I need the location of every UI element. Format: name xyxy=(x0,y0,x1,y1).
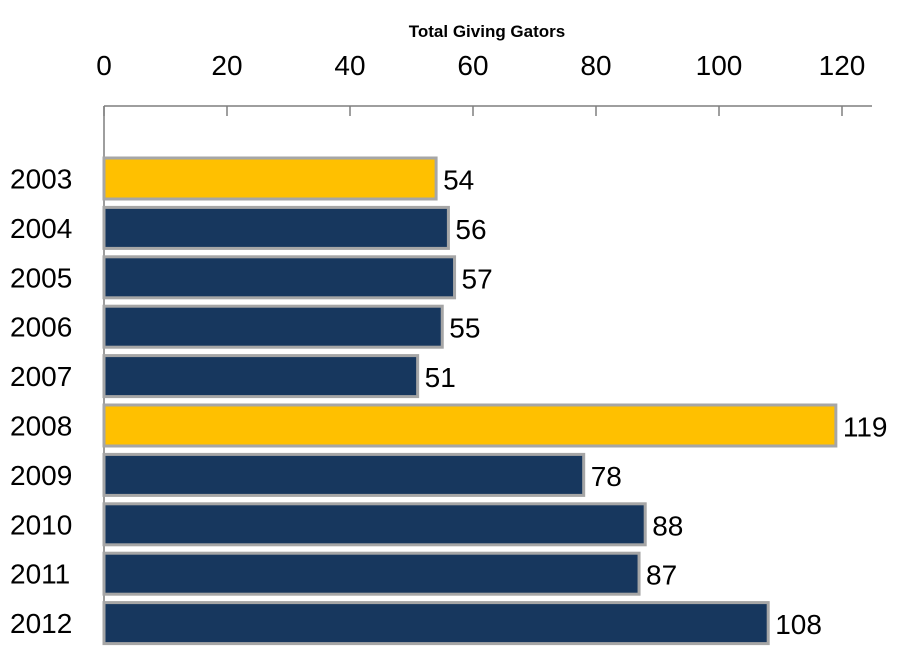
value-label-2010: 88 xyxy=(652,510,683,541)
value-label-2007: 51 xyxy=(425,362,456,393)
x-axis-tick-marks xyxy=(103,106,843,116)
bar-2005 xyxy=(102,255,457,300)
value-label-2003: 54 xyxy=(443,165,474,196)
bar-2009 xyxy=(102,452,586,497)
x-tick-label-100: 100 xyxy=(696,50,743,81)
x-tick-label-40: 40 xyxy=(334,50,365,81)
bar-2006 xyxy=(102,304,444,349)
category-label-2012: 2012 xyxy=(10,608,72,639)
category-label-2008: 2008 xyxy=(10,411,72,442)
value-label-2011: 87 xyxy=(646,560,677,591)
category-label-2005: 2005 xyxy=(10,262,72,293)
bar-2003 xyxy=(102,156,438,201)
category-label-2010: 2010 xyxy=(10,509,72,540)
value-label-2006: 55 xyxy=(449,313,480,344)
chart-title: Total Giving Gators xyxy=(409,22,565,41)
bar-2011 xyxy=(102,551,641,596)
category-label-2003: 2003 xyxy=(10,164,72,195)
bars xyxy=(102,156,838,646)
value-label-2004: 56 xyxy=(455,214,486,245)
x-tick-label-120: 120 xyxy=(819,50,866,81)
x-tick-label-20: 20 xyxy=(211,50,242,81)
value-labels: 54 56 57 55 51 119 78 88 87 108 xyxy=(425,165,888,641)
value-label-2012: 108 xyxy=(775,609,822,640)
category-label-2007: 2007 xyxy=(10,361,72,392)
bar-2007 xyxy=(102,354,420,399)
value-label-2008: 119 xyxy=(843,412,888,443)
x-tick-label-80: 80 xyxy=(580,50,611,81)
value-label-2009: 78 xyxy=(591,461,622,492)
category-label-2004: 2004 xyxy=(10,213,72,244)
x-axis-tick-labels: 0 20 40 60 80 100 120 xyxy=(96,50,865,81)
bar-2008 xyxy=(102,403,838,448)
category-labels: 2003 2004 2005 2006 2007 2008 2009 2010 2011 2012 xyxy=(10,164,72,640)
bar-2012 xyxy=(102,601,770,646)
bar-2010 xyxy=(102,502,647,547)
category-label-2009: 2009 xyxy=(10,460,72,491)
bar-2004 xyxy=(102,205,450,250)
value-label-2005: 57 xyxy=(462,263,493,294)
category-label-2011: 2011 xyxy=(10,559,70,590)
x-tick-label-0: 0 xyxy=(96,50,112,81)
x-tick-label-60: 60 xyxy=(457,50,488,81)
category-label-2006: 2006 xyxy=(10,312,72,343)
